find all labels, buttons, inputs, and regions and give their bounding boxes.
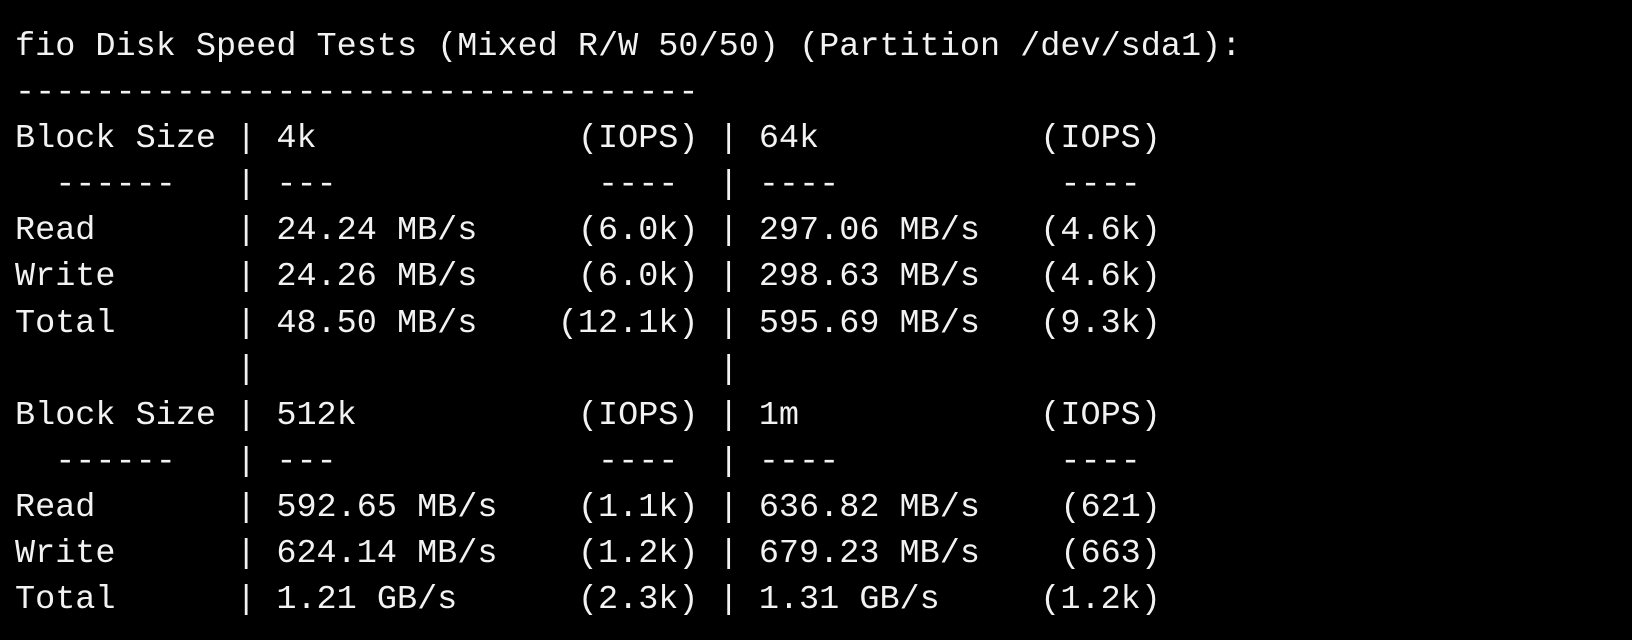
- terminal-line: Read | 592.65 MB/s (1.1k) | 636.82 MB/s …: [15, 488, 1161, 527]
- terminal-line: Block Size | 4k (IOPS) | 64k (IOPS): [15, 120, 1161, 159]
- terminal-line: fio Disk Speed Tests (Mixed R/W 50/50) (…: [15, 28, 1242, 66]
- terminal-line: Read | 24.24 MB/s (6.0k) | 297.06 MB/s (…: [15, 212, 1161, 251]
- terminal-line: Block Size | 512k (IOPS) | 1m (IOPS): [15, 396, 1161, 435]
- terminal-line: ------ | --- ---- | ---- ----: [15, 442, 1141, 481]
- terminal-output: fio Disk Speed Tests (Mixed R/W 50/50) (…: [15, 24, 1241, 623]
- terminal-line: Write | 624.14 MB/s (1.2k) | 679.23 MB/s…: [15, 535, 1161, 574]
- terminal-line: Write | 24.26 MB/s (6.0k) | 298.63 MB/s …: [15, 258, 1161, 297]
- terminal-line: Total | 1.21 GB/s (2.3k) | 1.31 GB/s (1.…: [15, 581, 1161, 620]
- terminal-line: Total | 48.50 MB/s (12.1k) | 595.69 MB/s…: [15, 304, 1161, 343]
- terminal-line: ----------------------------------: [15, 74, 699, 113]
- terminal-line: ------ | --- ---- | ---- ----: [15, 166, 1141, 205]
- terminal-line: | |: [15, 350, 739, 389]
